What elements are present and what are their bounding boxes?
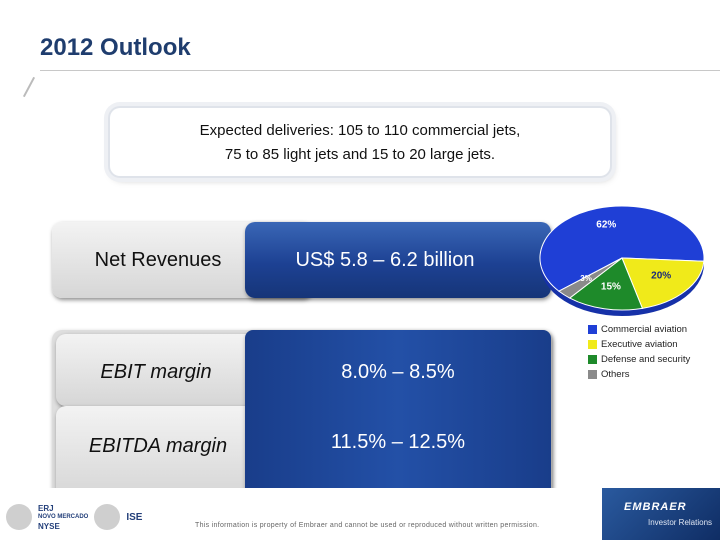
legend-swatch xyxy=(588,355,597,364)
legend-swatch xyxy=(588,370,597,379)
net-revenues-value-pill xyxy=(245,222,551,298)
legend-item: Defense and security xyxy=(588,352,690,367)
ise-label: ISE xyxy=(126,511,143,523)
legend-item: Executive aviation xyxy=(588,337,690,352)
ebitda-label: EBITDA margin xyxy=(88,434,228,457)
exchange-listing-block: ERJ NOVO MERCADO NYSE xyxy=(38,504,88,531)
novo-mercado: NOVO MERCADO xyxy=(38,513,89,520)
nyse-label: NYSE xyxy=(38,521,60,531)
margins-value-panel xyxy=(245,330,551,500)
legend-label: Others xyxy=(601,369,630,380)
footer-brand-panel xyxy=(602,488,720,540)
bovespa-seal-icon xyxy=(6,504,32,530)
pie-slice-defense-and-security xyxy=(568,257,644,311)
investor-relations-label: Investor Relations xyxy=(648,518,713,527)
ebit-label-pill xyxy=(56,334,256,406)
page-number: 34 xyxy=(693,457,709,473)
legend-item: Commercial aviation xyxy=(588,322,690,337)
exchange-logos: ERJ NOVO MERCADO NYSE ISE xyxy=(6,500,142,534)
ebit-value: 8.0% – 8.5% xyxy=(341,360,455,383)
ebitda-value: 11.5% – 12.5% xyxy=(330,430,466,453)
pie-label-defense-and-security: 15% xyxy=(601,281,621,292)
legend-swatch xyxy=(588,325,597,334)
revenue-mix-pie-chart: 62% 20% 15% 3% xyxy=(539,205,705,316)
pie-slice-executive-aviation xyxy=(621,257,705,309)
pie-label-others: 3% xyxy=(580,274,592,283)
net-revenues-value: US$ 5.8 – 6.2 billion xyxy=(295,248,475,271)
deliveries-line-1: Expected deliveries: 105 to 110 commerci… xyxy=(199,122,521,139)
pie-legend: Commercial aviation Executive aviation Def… xyxy=(588,322,690,382)
disclaimer-text: This information is property of Embraer … xyxy=(195,522,540,529)
net-revenues-label: Net Revenues xyxy=(94,248,222,271)
pie-slice-others xyxy=(557,257,623,299)
legend-label: Executive aviation xyxy=(601,339,678,350)
embraer-logo: EMBRAER xyxy=(624,501,687,513)
ticker-erj: ERJ xyxy=(38,503,54,513)
deliveries-line-2: 75 to 85 light jets and 15 to 20 large j… xyxy=(224,146,496,163)
legend-label: Commercial aviation xyxy=(601,324,688,335)
ebit-label: EBIT margin xyxy=(100,360,212,383)
legend-item: Others xyxy=(588,367,690,382)
pie-label-commercial-aviation: 62% xyxy=(596,219,616,230)
sustainability-seal-icon xyxy=(94,504,121,530)
footer-bar xyxy=(0,488,720,540)
decorative-slash xyxy=(22,76,36,98)
pie-slice-commercial-aviation xyxy=(539,205,705,292)
legend-swatch xyxy=(588,340,597,349)
page-title: 2012 Outlook xyxy=(40,34,191,61)
title-divider xyxy=(40,70,720,71)
pie-label-executive-aviation: 20% xyxy=(651,271,671,282)
deliveries-callout: Expected deliveries: 105 to 110 commerci… xyxy=(110,108,610,176)
legend-label: Defense and security xyxy=(601,354,691,365)
ebitda-label-pill xyxy=(56,406,256,498)
